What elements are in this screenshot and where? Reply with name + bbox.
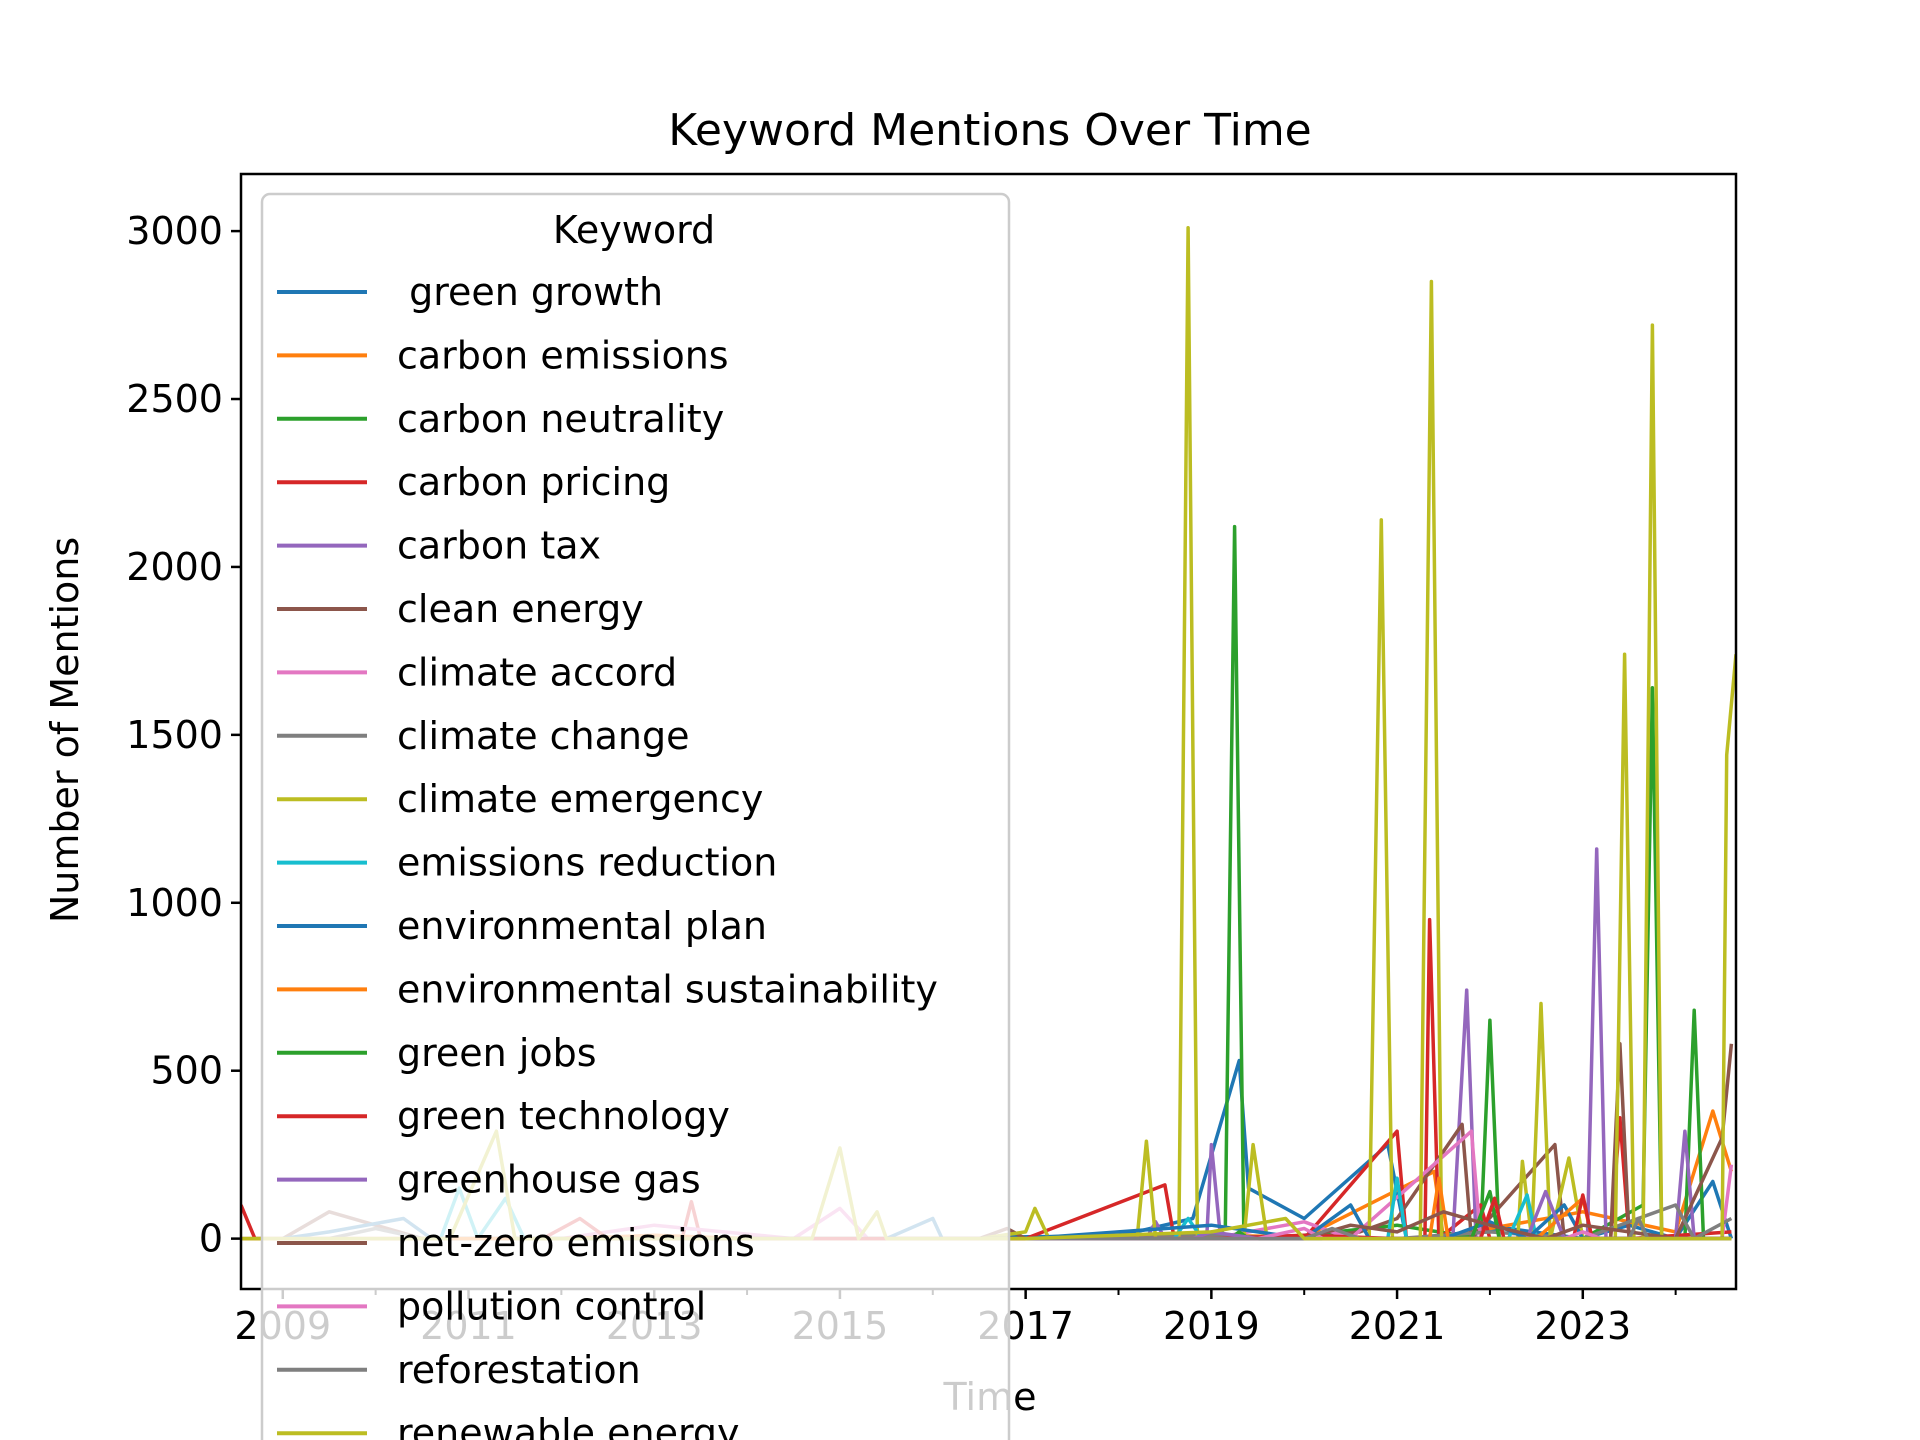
legend-entry-label: green technology xyxy=(397,1094,730,1138)
x-tick-label: 2021 xyxy=(1349,1304,1446,1348)
chart-title: Keyword Mentions Over Time xyxy=(668,105,1312,156)
legend-entry-label: environmental sustainability xyxy=(397,967,938,1011)
y-tick-label: 500 xyxy=(150,1049,223,1093)
y-tick-label: 2000 xyxy=(126,545,223,589)
y-tick-label: 3000 xyxy=(126,209,223,253)
legend-title: Keyword xyxy=(553,208,715,252)
legend-entry-label: climate change xyxy=(397,714,690,758)
legend: Keyword green growth carbon emissions carb… xyxy=(260,192,1011,1440)
legend-entry-label: carbon tax xyxy=(397,524,601,568)
legend-entries: green growth carbon emissions carbon neutr… xyxy=(277,270,938,1440)
y-tick-label: 1500 xyxy=(126,713,223,757)
legend-entry-label: green jobs xyxy=(397,1031,597,1075)
legend-entry-label: clean energy xyxy=(397,587,644,631)
legend-entry-label: reforestation xyxy=(397,1348,641,1392)
legend-entry-label: net-zero emissions xyxy=(397,1221,755,1265)
legend-entry-label: climate accord xyxy=(397,650,677,694)
legend-entry-label: environmental plan xyxy=(397,904,767,948)
series-line-2 xyxy=(1025,524,1732,1241)
legend-entry-label: carbon neutrality xyxy=(397,397,724,441)
legend-entry-label: green growth xyxy=(397,270,663,314)
x-tick-label: 2019 xyxy=(1163,1304,1260,1348)
legend-entry-label: carbon emissions xyxy=(397,333,729,377)
legend-entry-label: carbon pricing xyxy=(397,460,670,504)
legend-entry-label: renewable energy xyxy=(397,1411,740,1440)
legend-entry-label: greenhouse gas xyxy=(397,1158,701,1202)
legend-entry-label: pollution control xyxy=(397,1284,706,1328)
y-axis-label: Number of Mentions xyxy=(43,537,87,923)
legend-entry-label: climate emergency xyxy=(397,777,763,821)
y-tick-label: 2500 xyxy=(126,377,223,421)
y-axis: 0 500 1000 1500 2000 2500 3000 xyxy=(126,209,241,1261)
legend-entry-label: emissions reduction xyxy=(397,841,777,885)
x-tick-label: 2023 xyxy=(1534,1304,1631,1348)
y-tick-label: 1000 xyxy=(126,881,223,925)
y-tick-label: 0 xyxy=(199,1217,223,1261)
legend-box xyxy=(260,192,1011,1440)
